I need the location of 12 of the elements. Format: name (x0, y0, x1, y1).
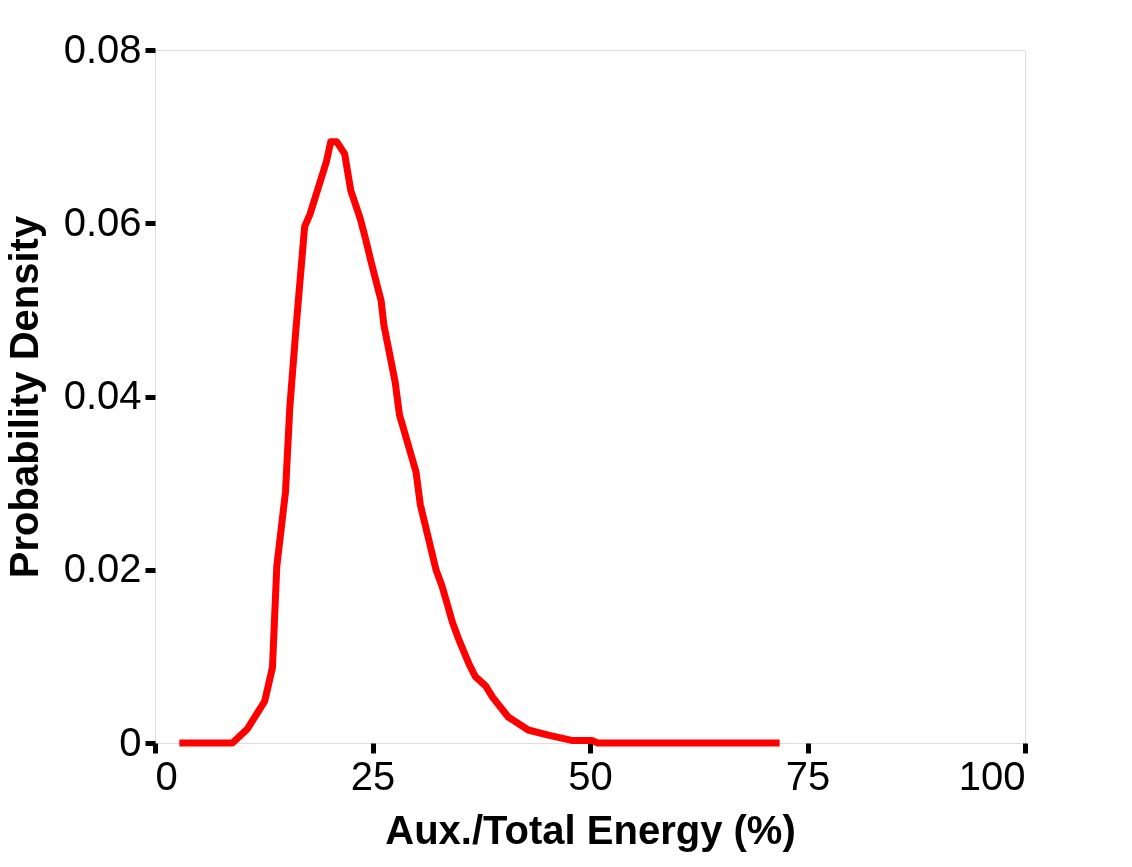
x-tick-label: 25 (350, 753, 396, 798)
y-tick-label: 0.08 (63, 26, 142, 71)
x-tick-label: 75 (785, 753, 831, 798)
x-tick-label: 100 (958, 753, 1026, 798)
x-axis-title: Aux./Total Energy (%) (385, 807, 796, 852)
y-axis-title: Probability Density (1, 215, 46, 579)
x-tick-label: 0 (155, 753, 178, 798)
x-tick-label: 50 (568, 753, 613, 798)
y-tick-label: 0.02 (63, 546, 142, 591)
y-tick-label: 0.04 (63, 373, 142, 417)
y-tick-label: 0 (119, 719, 142, 764)
y-tick-label: 0.06 (63, 199, 142, 244)
